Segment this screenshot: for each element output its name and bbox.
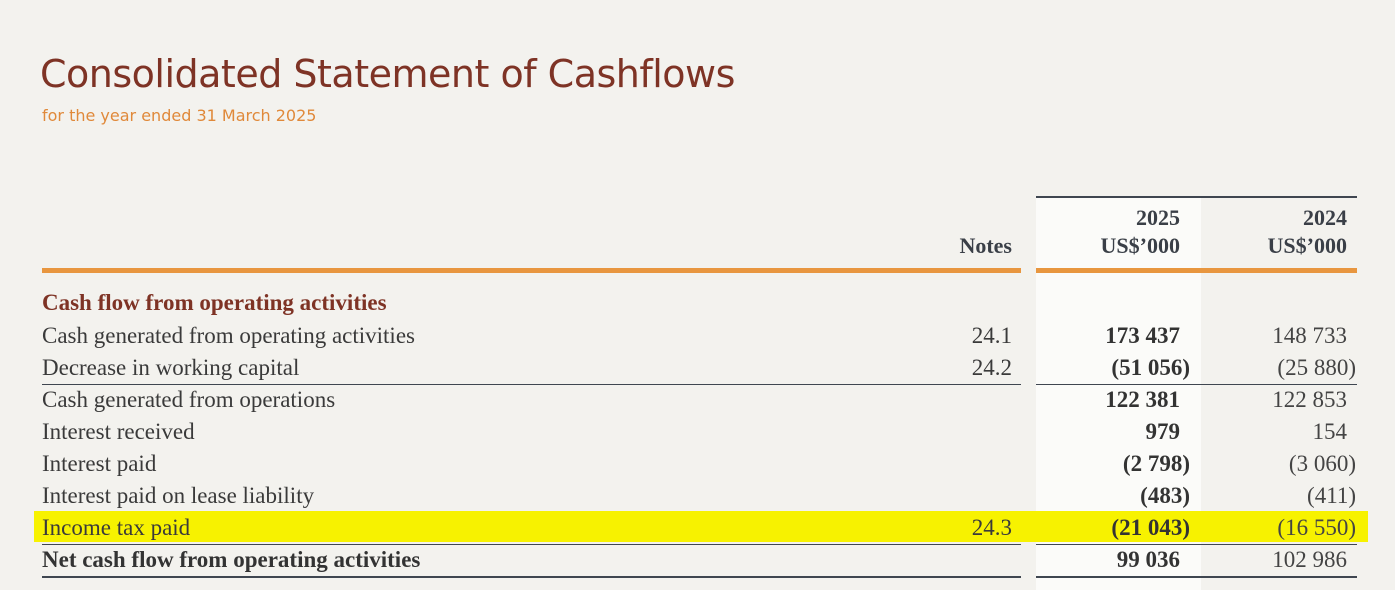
row-value-2025: 99 036 — [1116, 547, 1180, 572]
col-2025-year: 2025 — [1136, 205, 1180, 230]
row-label: Income tax paid — [42, 515, 191, 540]
row-value-2024: 148 733 — [1272, 323, 1347, 348]
bottom-rule-left — [42, 576, 1021, 578]
row-note: 24.1 — [971, 323, 1012, 348]
row-value-2024: 122 853 — [1272, 387, 1347, 412]
page-title: Consolidated Statement of Cashflows — [40, 52, 735, 96]
row-value-2025: (21 043) — [1111, 515, 1190, 540]
row-label: Net cash flow from operating activities — [42, 547, 421, 572]
row-value-2025: (51 056) — [1111, 355, 1190, 380]
table-row: Interest received 979 154 — [0, 416, 1395, 448]
row-value-2025: (2 798) — [1122, 451, 1190, 476]
table-row-highlighted: Income tax paid 24.3 (21 043) (16 550) — [0, 512, 1395, 544]
total-rule-left — [42, 544, 1021, 545]
row-label: Cash generated from operations — [42, 387, 336, 412]
total-rule-right — [1036, 544, 1357, 545]
table-row-total: Net cash flow from operating activities … — [0, 544, 1395, 576]
row-value-2024: (3 060) — [1288, 451, 1356, 476]
row-value-2025: 979 — [1145, 419, 1181, 444]
row-note: 24.2 — [971, 355, 1012, 380]
row-value-2024: 102 986 — [1272, 547, 1347, 572]
header-top-rule — [1036, 196, 1357, 198]
row-value-2024: (16 550) — [1277, 515, 1356, 540]
col-2024-unit: US$’000 — [1267, 233, 1347, 258]
row-label: Interest paid — [42, 451, 157, 476]
row-label: Decrease in working capital — [42, 355, 300, 380]
row-value-2025: 173 437 — [1105, 323, 1180, 348]
row-value-2024: (411) — [1307, 483, 1356, 508]
row-label: Interest paid on lease liability — [42, 483, 315, 508]
col-2025-unit: US$’000 — [1100, 233, 1180, 258]
table-row: Cash generated from operating activities… — [0, 320, 1395, 352]
table-row: Interest paid (2 798) (3 060) — [0, 448, 1395, 480]
header-underline-right — [1036, 268, 1357, 273]
bottom-rule-right — [1036, 576, 1357, 578]
row-value-2024: (25 880) — [1277, 355, 1356, 380]
section-heading: Cash flow from operating activities — [42, 290, 387, 315]
table-row: Interest paid on lease liability (483) (… — [0, 480, 1395, 512]
row-value-2025: (483) — [1140, 483, 1190, 508]
row-label: Cash generated from operating activities — [42, 323, 415, 348]
row-value-2025: 122 381 — [1105, 387, 1180, 412]
row-value-2024: 154 — [1312, 419, 1348, 444]
row-note: 24.3 — [971, 515, 1012, 540]
page-subtitle: for the year ended 31 March 2025 — [42, 106, 317, 125]
row-label: Interest received — [42, 419, 195, 444]
row-highlight — [34, 511, 1368, 542]
subtotal-rule-left — [42, 384, 1021, 385]
header-underline-left — [42, 268, 1021, 273]
col-notes-header: Notes — [959, 233, 1012, 258]
col-2024-year: 2024 — [1303, 205, 1347, 230]
table-row: Decrease in working capital 24.2 (51 056… — [0, 352, 1395, 384]
table-row: Cash generated from operations 122 381 1… — [0, 384, 1395, 416]
subtotal-rule-right — [1036, 384, 1357, 385]
